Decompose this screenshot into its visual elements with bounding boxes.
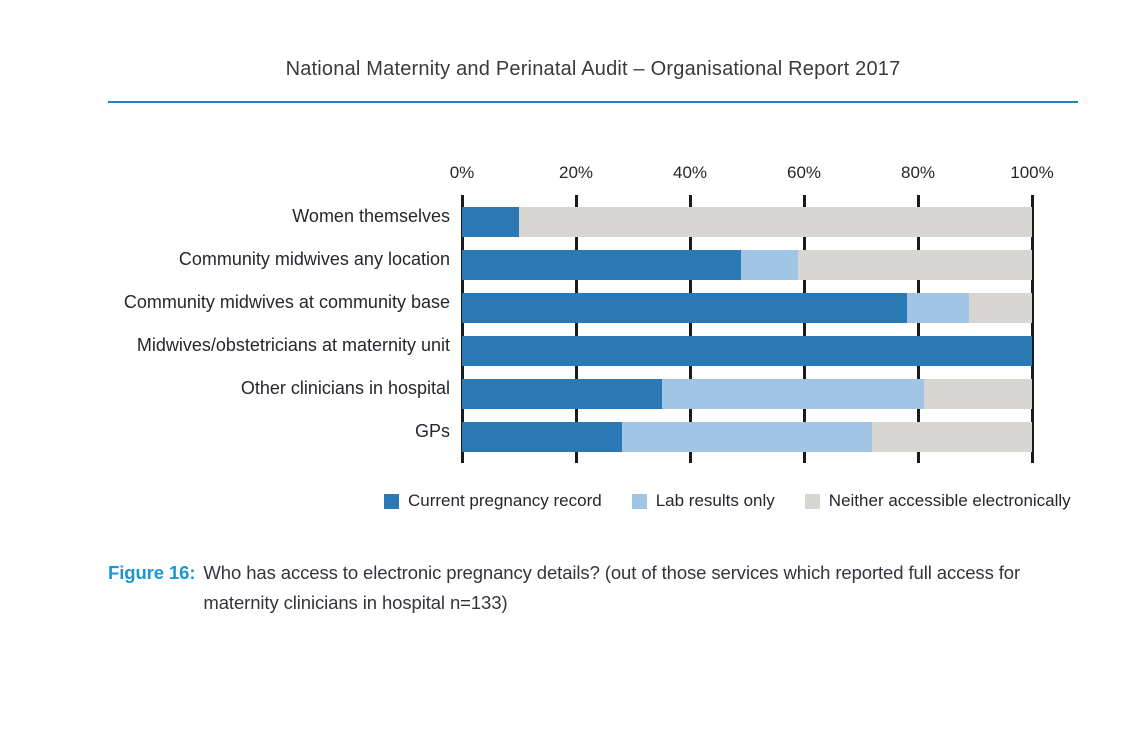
figure-caption-text: Who has access to electronic pregnancy d…: [203, 562, 1021, 613]
bar-segment: [462, 206, 519, 237]
bar-segment: [462, 421, 622, 452]
figure-caption-label: Figure 16:: [108, 562, 196, 583]
legend-label: Current pregnancy record: [408, 491, 602, 510]
gridline-tick: [574, 195, 578, 463]
x-tick-label: 80%: [900, 163, 936, 182]
x-tick-label: 20%: [558, 163, 594, 182]
bar-segment: [462, 335, 1032, 366]
stacked-bar: [462, 206, 1032, 237]
category-label: Midwives/obstetricians at maternity unit: [136, 335, 450, 355]
legend-swatch: [384, 493, 399, 509]
figure-caption: Figure 16: Who has access to electronic …: [108, 558, 1139, 617]
gridline-tick: [460, 195, 464, 463]
bar-segment: [798, 249, 1032, 280]
bar-segment: [872, 421, 1032, 452]
legend-label: Neither accessible electronically: [828, 491, 1071, 510]
x-tick-label: 60%: [786, 163, 822, 182]
category-label: Women themselves: [292, 206, 450, 226]
legend-label: Lab results only: [655, 491, 775, 510]
gridline-tick: [802, 195, 806, 463]
stacked-bar: [462, 378, 1032, 409]
category-label: Other clinicians in hospital: [240, 378, 450, 398]
bar-segment: [462, 292, 907, 323]
stacked-bar: [462, 421, 1032, 452]
bar-segment: [906, 292, 970, 323]
x-axis-labels: 0% 20% 40% 60% 80% 100%: [450, 163, 1054, 187]
x-tick-label: 100%: [1010, 163, 1054, 182]
bar-segment: [519, 206, 1032, 237]
bar-segment: [661, 378, 924, 409]
bar-segment: [741, 249, 799, 280]
bar-segment: [621, 421, 873, 452]
legend-item: Neither accessible electronically: [804, 491, 1071, 511]
plot-area: [460, 195, 1034, 463]
gridline-tick: [688, 195, 692, 463]
bar-segment: [923, 378, 1032, 409]
category-label: GPs: [414, 421, 450, 441]
legend-item: Current pregnancy record: [384, 491, 602, 511]
legend-swatch: [631, 493, 647, 509]
gridline-tick: [1030, 195, 1034, 463]
bar-row: [462, 372, 1032, 415]
x-tick-label: 40%: [672, 163, 708, 182]
x-tick-label: 0%: [449, 163, 475, 182]
chart-body: Women themselves Community midwives any l…: [108, 195, 1139, 463]
gridlines: [460, 195, 1034, 463]
bar-row: [462, 200, 1032, 243]
stacked-bar: [462, 335, 1032, 366]
category-labels: Women themselves Community midwives any l…: [108, 195, 462, 463]
legend: Current pregnancy record Lab results only…: [384, 491, 1139, 511]
legend-item: Lab results only: [631, 491, 775, 511]
figure-chart: 0% 20% 40% 60% 80% 100% Women themselves Commu…: [0, 163, 1139, 511]
page-title: National Maternity and Perinatal Audit –…: [285, 58, 901, 80]
bar-segment: [969, 292, 1032, 323]
bar-row: [462, 415, 1032, 458]
stacked-bar: [462, 249, 1032, 280]
bar-row: [462, 243, 1032, 286]
bar-row: [462, 286, 1032, 329]
legend-swatch: [804, 493, 820, 509]
bar-segment: [462, 378, 662, 409]
bar-rows: [462, 200, 1032, 458]
stacked-bar: [462, 292, 1032, 323]
bar-segment: [462, 249, 742, 280]
category-label: Community midwives at community base: [123, 292, 450, 312]
category-label: Community midwives any location: [178, 249, 450, 269]
header-divider-rule: [108, 101, 1078, 103]
bar-row: [462, 329, 1032, 372]
gridline-tick: [916, 195, 920, 463]
